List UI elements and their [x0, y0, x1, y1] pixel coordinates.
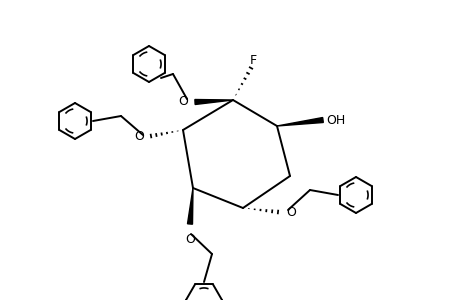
Polygon shape	[195, 100, 233, 104]
Text: O: O	[178, 94, 188, 107]
Text: OH: OH	[326, 113, 345, 127]
Polygon shape	[187, 188, 193, 224]
Text: O: O	[285, 206, 295, 218]
Text: F: F	[249, 53, 256, 67]
Text: O: O	[185, 233, 195, 246]
Polygon shape	[276, 118, 323, 126]
Text: O: O	[134, 130, 144, 142]
